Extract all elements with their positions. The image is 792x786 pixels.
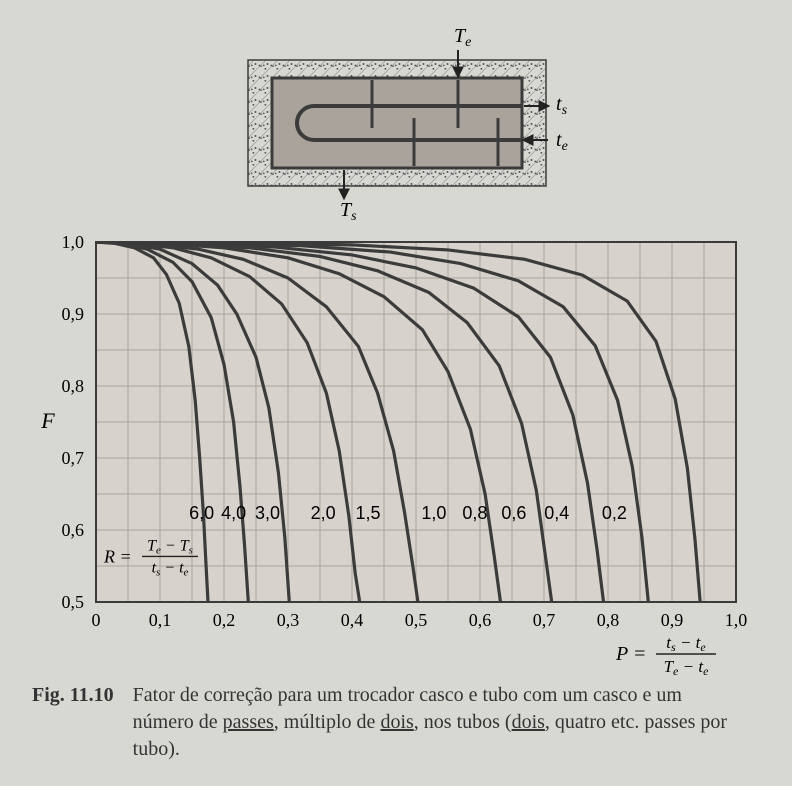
heat-exchanger-schematic: Te Ts ts te [186, 20, 606, 220]
svg-text:Te − Ts: Te − Ts [147, 537, 193, 556]
svg-text:0,3: 0,3 [277, 610, 300, 630]
svg-text:0,4: 0,4 [341, 610, 364, 630]
svg-text:1,0: 1,0 [62, 232, 85, 252]
svg-text:1,5: 1,5 [355, 503, 380, 523]
svg-text:te: te [556, 129, 568, 154]
svg-text:0,8: 0,8 [62, 376, 85, 396]
svg-text:4,0: 4,0 [221, 503, 246, 523]
svg-text:0,5: 0,5 [62, 592, 85, 612]
svg-text:0,5: 0,5 [405, 610, 428, 630]
svg-text:0,7: 0,7 [533, 610, 556, 630]
svg-text:1,0: 1,0 [725, 610, 748, 630]
svg-text:2,0: 2,0 [311, 503, 336, 523]
svg-text:0,6: 0,6 [501, 503, 526, 523]
svg-text:ts − te: ts − te [666, 633, 706, 654]
svg-text:0: 0 [92, 610, 101, 630]
svg-text:1,0: 1,0 [421, 503, 446, 523]
svg-text:Te − te: Te − te [664, 657, 710, 678]
svg-text:0,8: 0,8 [597, 610, 620, 630]
svg-text:0,2: 0,2 [213, 610, 236, 630]
svg-text:6,0: 6,0 [189, 503, 214, 523]
svg-text:0,1: 0,1 [149, 610, 172, 630]
svg-text:0,9: 0,9 [661, 610, 684, 630]
svg-text:ts: ts [556, 93, 568, 118]
svg-text:0,4: 0,4 [544, 503, 569, 523]
svg-text:0,8: 0,8 [462, 503, 487, 523]
svg-text:0,2: 0,2 [602, 503, 627, 523]
svg-text:Ts: Ts [340, 199, 357, 220]
correction-factor-chart: 6,0 4,0 3,0 2,0 1,5 1,0 0,8 0,6 0,4 0,2 0 0,1 0,2 0,3… [26, 226, 766, 666]
svg-text:R =: R = [103, 546, 132, 566]
svg-text:3,0: 3,0 [255, 503, 280, 523]
svg-text:0,9: 0,9 [62, 304, 85, 324]
svg-text:0,6: 0,6 [62, 520, 85, 540]
svg-text:P =: P = [615, 643, 646, 665]
svg-text:0,7: 0,7 [62, 448, 85, 468]
svg-text:0,6: 0,6 [469, 610, 492, 630]
svg-text:Te: Te [454, 25, 471, 50]
svg-text:F: F [40, 408, 55, 433]
